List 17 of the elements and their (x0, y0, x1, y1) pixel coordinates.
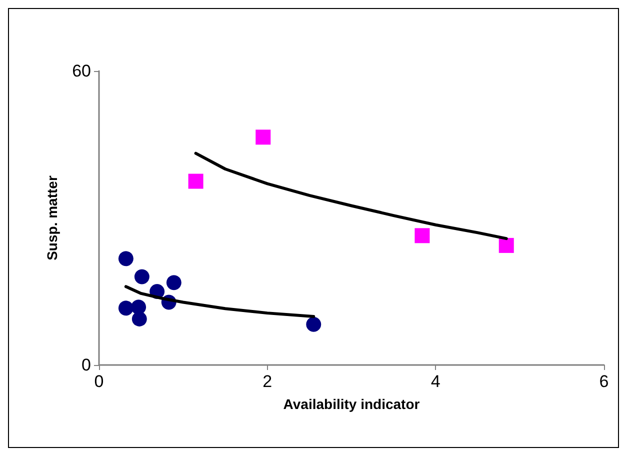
point (166, 275, 182, 290)
x-tick-label: 0 (94, 372, 104, 391)
x-axis-title: Availability indicator (283, 396, 420, 412)
point (306, 316, 322, 332)
point (414, 228, 430, 244)
point (134, 269, 150, 284)
x-tick-label: 4 (430, 372, 440, 391)
y-tick-label: 60 (72, 62, 91, 80)
point (132, 311, 147, 326)
point (498, 238, 514, 253)
x-tick-label: 2 (262, 372, 272, 391)
point (118, 251, 134, 266)
point (256, 130, 271, 145)
point (118, 300, 134, 316)
point (188, 174, 204, 189)
y-axis-title: Susp. matter (44, 175, 60, 260)
x-tick-label: 6 (599, 372, 609, 391)
